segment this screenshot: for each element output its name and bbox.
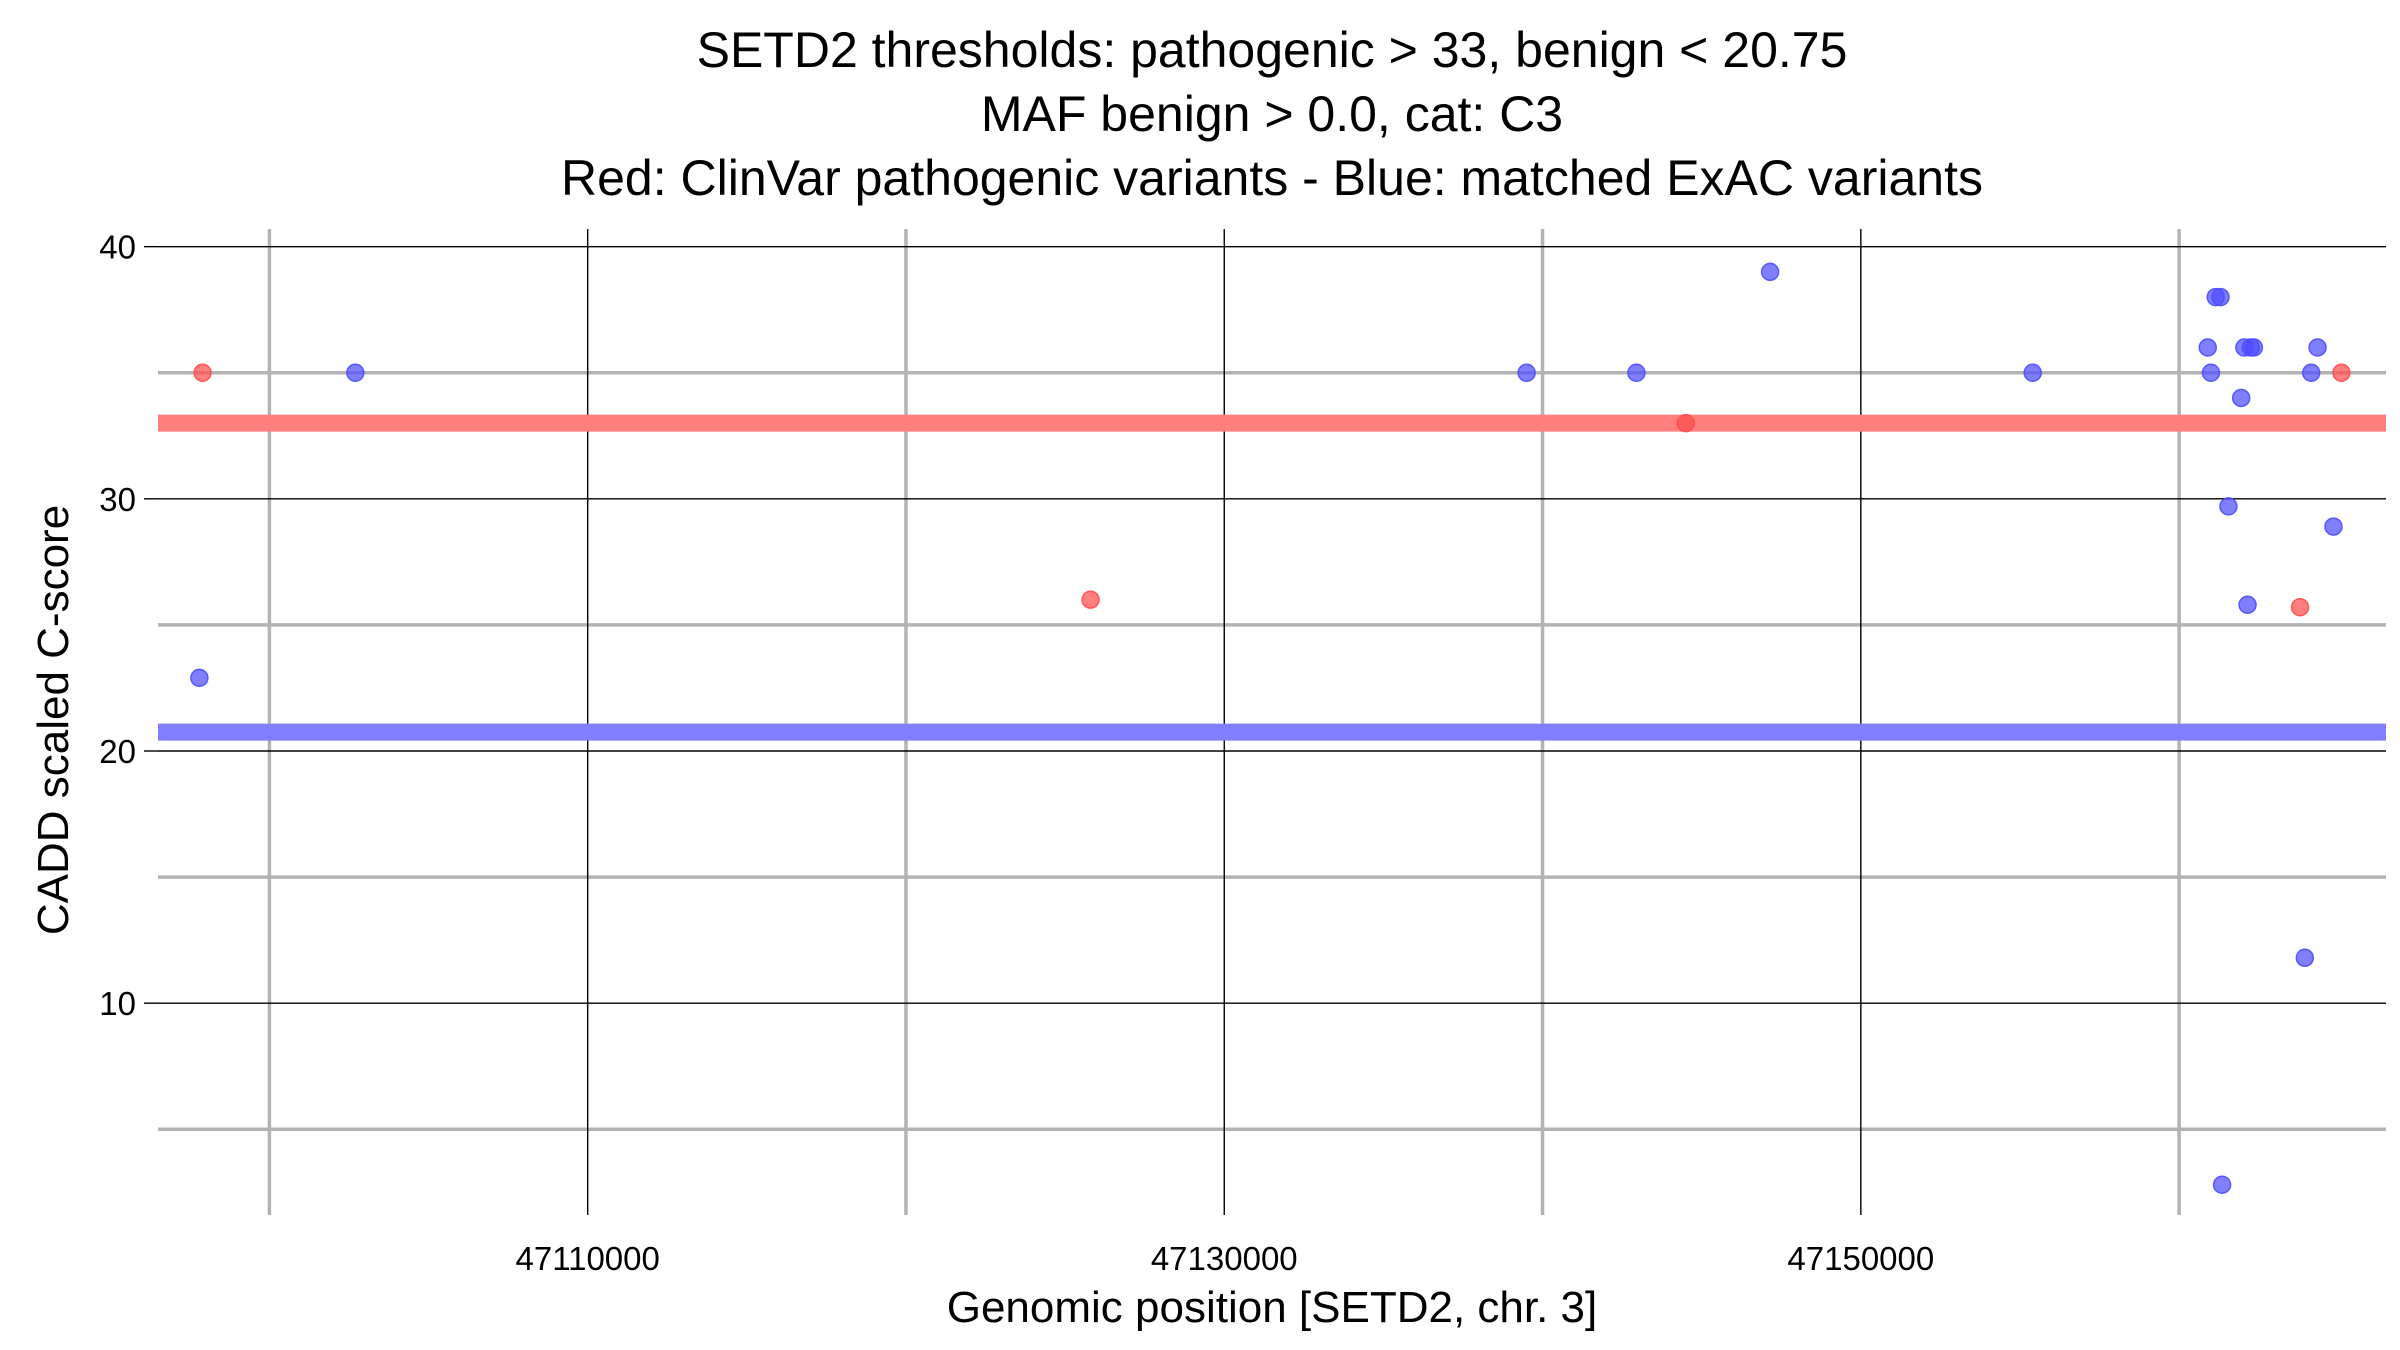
- clinvar-point: [193, 363, 212, 382]
- exac-point: [346, 363, 365, 382]
- title-line-1: SETD2 thresholds: pathogenic > 33, benig…: [697, 22, 1848, 78]
- exac-point: [2201, 363, 2221, 382]
- exac-point: [2212, 1175, 2232, 1194]
- exac-point: [2219, 497, 2238, 516]
- exac-point: [2198, 338, 2218, 357]
- exac-point: [2211, 287, 2230, 307]
- clinvar-point: [1676, 413, 1696, 433]
- exac-point: [1627, 363, 1646, 382]
- y-axis-title: CADD scaled C-score: [29, 505, 78, 935]
- major-gridlines: [158, 229, 2386, 1215]
- y-tick-label: 10: [99, 985, 136, 1022]
- exac-point: [2023, 363, 2042, 382]
- x-axis-title: Genomic position [SETD2, chr. 3]: [947, 1283, 1598, 1332]
- y-axis-ticks: 10 20 30 40: [99, 229, 158, 1022]
- exac-point: [1517, 363, 1536, 382]
- exac-point: [2308, 338, 2327, 357]
- exac-point: [2295, 948, 2315, 968]
- clinvar-point: [1081, 590, 1100, 609]
- y-tick-label: 40: [99, 229, 136, 266]
- exac-point: [2238, 595, 2257, 614]
- data-points: [190, 262, 2351, 1194]
- exac-point: [190, 668, 209, 688]
- exac-point: [2231, 388, 2251, 408]
- chart-title: SETD2 thresholds: pathogenic > 33, benig…: [561, 22, 1983, 206]
- title-line-3: Red: ClinVar pathogenic variants - Blue:…: [561, 150, 1983, 206]
- exac-point: [2324, 517, 2343, 536]
- x-tick-label: 47130000: [1151, 1240, 1298, 1277]
- x-tick-label: 47150000: [1787, 1240, 1934, 1277]
- y-tick-label: 20: [99, 733, 136, 770]
- x-tick-label: 47110000: [515, 1240, 659, 1277]
- y-tick-label: 30: [99, 481, 136, 518]
- title-line-2: MAF benign > 0.0, cat: C3: [981, 86, 1563, 142]
- clinvar-point: [2290, 598, 2310, 617]
- exac-point: [1760, 262, 1780, 282]
- minor-gridlines: [158, 229, 2386, 1215]
- exac-point: [2244, 338, 2264, 357]
- x-axis-ticks: 47110000 47130000 47150000: [515, 1240, 1934, 1277]
- exac-point: [2301, 363, 2321, 382]
- threshold-lines: [158, 414, 2386, 741]
- clinvar-point: [2332, 363, 2351, 382]
